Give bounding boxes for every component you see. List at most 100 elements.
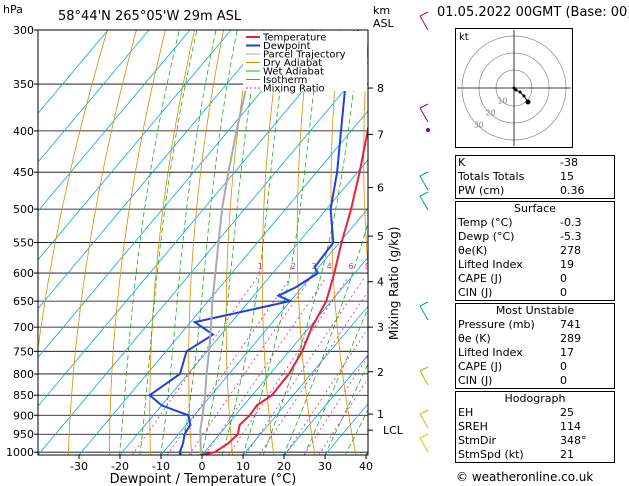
isotherm-line [38, 30, 232, 261]
wet-adiabat-line [221, 30, 289, 455]
hodograph-point [522, 94, 526, 98]
pressure-tick-label: 450 [13, 166, 34, 179]
hodograph-point [518, 90, 522, 94]
wet-adiabat-line [242, 30, 322, 455]
index-value: 348° [560, 434, 587, 447]
index-label: PW (cm) [458, 184, 505, 197]
most-unstable-box: Most Unstable Pressure (mb) 741 θe (K) 289 L… [455, 303, 615, 389]
isotherm-line [38, 30, 150, 163]
km-tick-label: 7 [377, 128, 384, 141]
index-value: -5.3 [560, 230, 582, 243]
asl-label: ASL [373, 17, 395, 30]
temp-tick-label: 30 [318, 460, 332, 473]
mixing-ratio-line [204, 277, 327, 455]
wind-barb [419, 437, 429, 453]
index-label: θe (K) [458, 332, 491, 345]
mixing-ratio-label: 6 [349, 262, 354, 271]
temp-tick-label: -20 [111, 460, 129, 473]
wind-barb-flag [419, 366, 429, 372]
hodograph-ring-label: 10 [497, 97, 507, 106]
wind-barb [419, 413, 429, 429]
isotherm-line [38, 30, 273, 310]
wet-adiabat-line [180, 30, 238, 455]
index-label: Pressure (mb) [458, 318, 535, 331]
pressure-tick-label: 800 [13, 368, 34, 381]
legend-entry: Dewpoint [263, 41, 311, 52]
dry-adiabat-line [395, 30, 438, 456]
index-value: 278 [560, 244, 581, 257]
x-axis-label: Dewpoint / Temperature (°C) [110, 472, 297, 486]
dry-adiabat-line [67, 30, 137, 455]
legend-entry: Parcel Trajectory [263, 50, 346, 61]
km-tick-label: 3 [377, 321, 384, 334]
index-value: 0 [560, 360, 567, 373]
isotherm-line [38, 61, 368, 455]
wind-barb-flag [419, 191, 429, 197]
index-row: Dewp (°C) -5.3 [458, 230, 612, 244]
hodograph-kt-label: kt [459, 32, 469, 43]
index-value: 19 [560, 258, 574, 271]
wet-adiabat-line [283, 221, 368, 455]
mixing-ratio-label: 2 [291, 262, 296, 271]
dry-adiabat-line [109, 30, 166, 455]
wet-adiabat-line [139, 30, 198, 455]
index-row: StmSpd (kt) 21 [458, 448, 612, 462]
pressure-tick-label: 950 [13, 428, 34, 441]
legend-entry: Wet Adiabat [263, 67, 324, 78]
km-tick-label: 5 [377, 230, 384, 243]
index-label: CIN (J) [458, 374, 493, 387]
wind-barb-flag [419, 301, 429, 307]
mixing-ratio-axis-label: Mixing Ratio (g/kg) [387, 227, 401, 340]
wind-barb-flag [419, 171, 429, 177]
indices-top-box: K -38 Totals Totals 15 PW (cm) 0.36 [455, 155, 615, 199]
isotherm-line [119, 159, 368, 455]
pressure-tick-label: 300 [13, 24, 34, 37]
most-unstable-title: Most Unstable [495, 304, 575, 317]
index-row: SREH 114 [458, 420, 612, 434]
hodograph-box: Hodograph EH 25 SREH 114 StmDir 348° StmSpd (k… [455, 391, 615, 463]
index-row: CIN (J) 0 [458, 286, 612, 300]
temp-tick-label: 40 [359, 460, 373, 473]
index-value: 0.36 [560, 184, 585, 197]
index-value: 114 [560, 420, 581, 433]
series-temperature [200, 123, 368, 455]
index-row: CIN (J) 0 [458, 374, 612, 388]
index-value: 0 [560, 286, 567, 299]
legend-entry: Temperature [262, 33, 326, 44]
hodograph-point [512, 86, 516, 90]
index-value: 25 [560, 406, 574, 419]
index-label: SREH [458, 420, 488, 433]
km-tick-label: LCL [383, 424, 404, 437]
index-value: 21 [560, 448, 574, 461]
mixing-ratio-line [166, 277, 291, 455]
km-tick-label: 2 [377, 366, 384, 379]
hodograph-ring-label: 20 [486, 109, 496, 118]
index-value: 741 [560, 318, 581, 331]
wind-barb [419, 15, 429, 31]
indices-panel: K -38 Totals Totals 15 PW (cm) 0.36 Surface T… [455, 155, 615, 465]
index-value: 17 [560, 346, 574, 359]
mixing-ratio-label: 8 [365, 262, 370, 271]
index-row: θe(K) 278 [458, 244, 612, 258]
wet-adiabat-line [344, 408, 368, 455]
temp-tick-label: -10 [152, 460, 170, 473]
temp-tick-label: 0 [199, 460, 206, 473]
isotherm-line [201, 256, 368, 455]
isotherm-line [78, 110, 368, 455]
dry-adiabat-line [225, 30, 254, 455]
surface-title: Surface [514, 202, 556, 215]
wet-adiabat-line [324, 363, 368, 455]
wind-barb [419, 305, 429, 321]
isotherm-line [38, 30, 109, 114]
isotherm-line [242, 305, 368, 455]
location-title: 58°44'N 265°05'W 29m ASL [58, 9, 242, 24]
wind-barb-flag [419, 103, 429, 109]
index-row: Totals Totals 15 [458, 170, 612, 184]
isotherm-line [38, 30, 355, 407]
index-label: Totals Totals [458, 170, 525, 183]
isotherm-line [160, 207, 368, 455]
index-row: Lifted Index 17 [458, 346, 612, 360]
date-title: 01.05.2022 00GMT (Base: 00) [437, 5, 629, 20]
index-label: Temp (°C) [458, 216, 513, 229]
